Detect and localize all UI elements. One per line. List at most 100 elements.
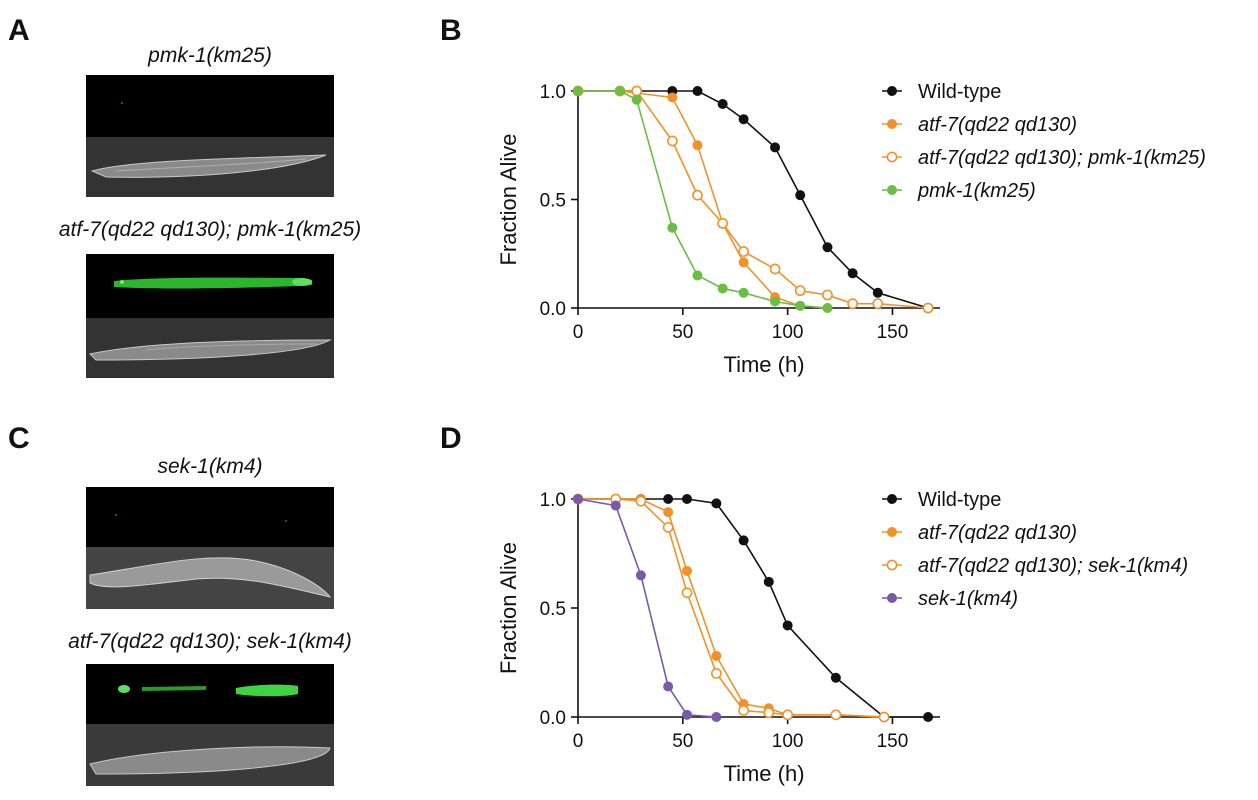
data-point — [782, 709, 794, 721]
series-line — [578, 498, 885, 718]
data-point — [738, 246, 750, 257]
data-point — [794, 285, 806, 297]
data-point — [738, 257, 749, 268]
series-line — [578, 90, 929, 309]
data-point — [795, 190, 806, 201]
data-point — [663, 494, 674, 504]
legend-label: atf-7(qd22 qd130); pmk-1(km25) — [918, 147, 1206, 169]
data-point — [847, 298, 859, 310]
data-point — [573, 86, 583, 96]
legend-marker — [887, 527, 897, 537]
data-point — [692, 189, 703, 201]
data-point — [682, 709, 693, 720]
data-point — [667, 92, 678, 103]
legend-label: atf-7(qd22 qd130); sek-1(km4) — [918, 555, 1188, 577]
data-point — [711, 712, 722, 722]
x-tick-label: 100 — [772, 731, 804, 752]
legend-label: atf-7(qd22 qd130) — [918, 522, 1077, 544]
data-point — [830, 672, 841, 683]
y-axis-label: Fraction Alive — [496, 542, 521, 674]
data-point — [717, 217, 729, 229]
data-point — [769, 263, 781, 275]
data-point — [738, 287, 749, 298]
data-point — [847, 268, 858, 279]
x-tick-label: 0 — [573, 322, 584, 343]
data-point — [666, 135, 678, 147]
data-point — [667, 222, 678, 233]
data-point — [822, 289, 833, 301]
series-line — [578, 498, 929, 718]
data-point — [692, 140, 703, 151]
x-tick-label: 100 — [772, 322, 804, 343]
data-point — [763, 576, 774, 587]
data-point — [872, 298, 884, 310]
data-point — [717, 283, 728, 294]
data-point — [822, 242, 833, 253]
data-point — [681, 587, 693, 599]
data-point — [692, 270, 703, 281]
series-line — [578, 498, 885, 718]
panel-letter-c: C — [8, 422, 30, 455]
x-axis-label: Time (h) — [723, 761, 804, 786]
caption-atf7-sek1: atf-7(qd22 qd130); sek-1(km4) — [68, 630, 352, 653]
series-line — [578, 90, 929, 309]
data-point — [738, 535, 749, 546]
data-point — [631, 94, 642, 105]
caption-sek1: sek-1(km4) — [157, 455, 263, 478]
caption-atf7-pmk1: atf-7(qd22 qd130); pmk-1(km25) — [58, 218, 362, 241]
data-point — [682, 565, 693, 576]
y-tick-label: 0.5 — [540, 191, 566, 212]
data-point — [782, 620, 793, 631]
data-point — [770, 296, 781, 307]
data-point — [923, 712, 934, 722]
data-point — [795, 300, 806, 311]
legend-marker — [886, 559, 898, 571]
data-point — [711, 498, 722, 509]
legend-marker — [886, 151, 898, 163]
data-point — [635, 570, 646, 581]
caption-pmk1: pmk-1(km25) — [148, 44, 272, 67]
data-point — [692, 86, 703, 96]
data-point — [631, 85, 643, 97]
x-tick-label: 150 — [877, 731, 909, 752]
y-tick-label: 0.5 — [540, 599, 566, 620]
y-tick-label: 0.0 — [540, 708, 566, 729]
y-tick-label: 0.0 — [540, 299, 566, 320]
data-point — [614, 86, 625, 96]
y-tick-label: 1.0 — [540, 490, 566, 511]
data-point — [738, 705, 750, 716]
legend-label: Wild-type — [918, 489, 1001, 511]
legend-label: atf-7(qd22 qd130) — [918, 114, 1077, 136]
legend-marker — [887, 119, 897, 129]
series-line — [577, 498, 717, 718]
legend-marker — [887, 494, 897, 504]
y-axis-label: Fraction Alive — [496, 133, 521, 265]
series-line — [578, 90, 828, 309]
data-point — [922, 302, 934, 314]
x-tick-label: 50 — [672, 731, 693, 752]
y-tick-label: 1.0 — [540, 82, 566, 103]
data-point — [763, 707, 775, 719]
data-point — [710, 668, 722, 679]
legend-marker — [887, 593, 897, 603]
data-point — [872, 287, 883, 298]
x-axis-label: Time (h) — [723, 352, 804, 377]
series-line — [578, 90, 828, 309]
legend-label: pmk-1(km25) — [917, 180, 1036, 202]
x-tick-label: 0 — [573, 731, 584, 752]
data-point — [573, 494, 583, 504]
legend-label: Wild-type — [918, 81, 1001, 103]
chart-d-survival: 0.0 0.5 1.0 0 50 100 150 Time (h) Fraction Alive… — [496, 489, 1188, 786]
data-point — [663, 507, 674, 518]
data-point — [662, 521, 674, 533]
panel-letter-d: D — [440, 422, 462, 455]
panel-letter-a: A — [8, 14, 30, 47]
micrograph-sek1 — [86, 487, 334, 609]
data-point — [717, 99, 728, 110]
x-tick-label: 50 — [672, 322, 693, 343]
legend-marker — [887, 86, 897, 96]
data-point — [610, 500, 621, 511]
micrograph-atf7-pmk1 — [86, 254, 334, 378]
data-point — [770, 142, 781, 153]
